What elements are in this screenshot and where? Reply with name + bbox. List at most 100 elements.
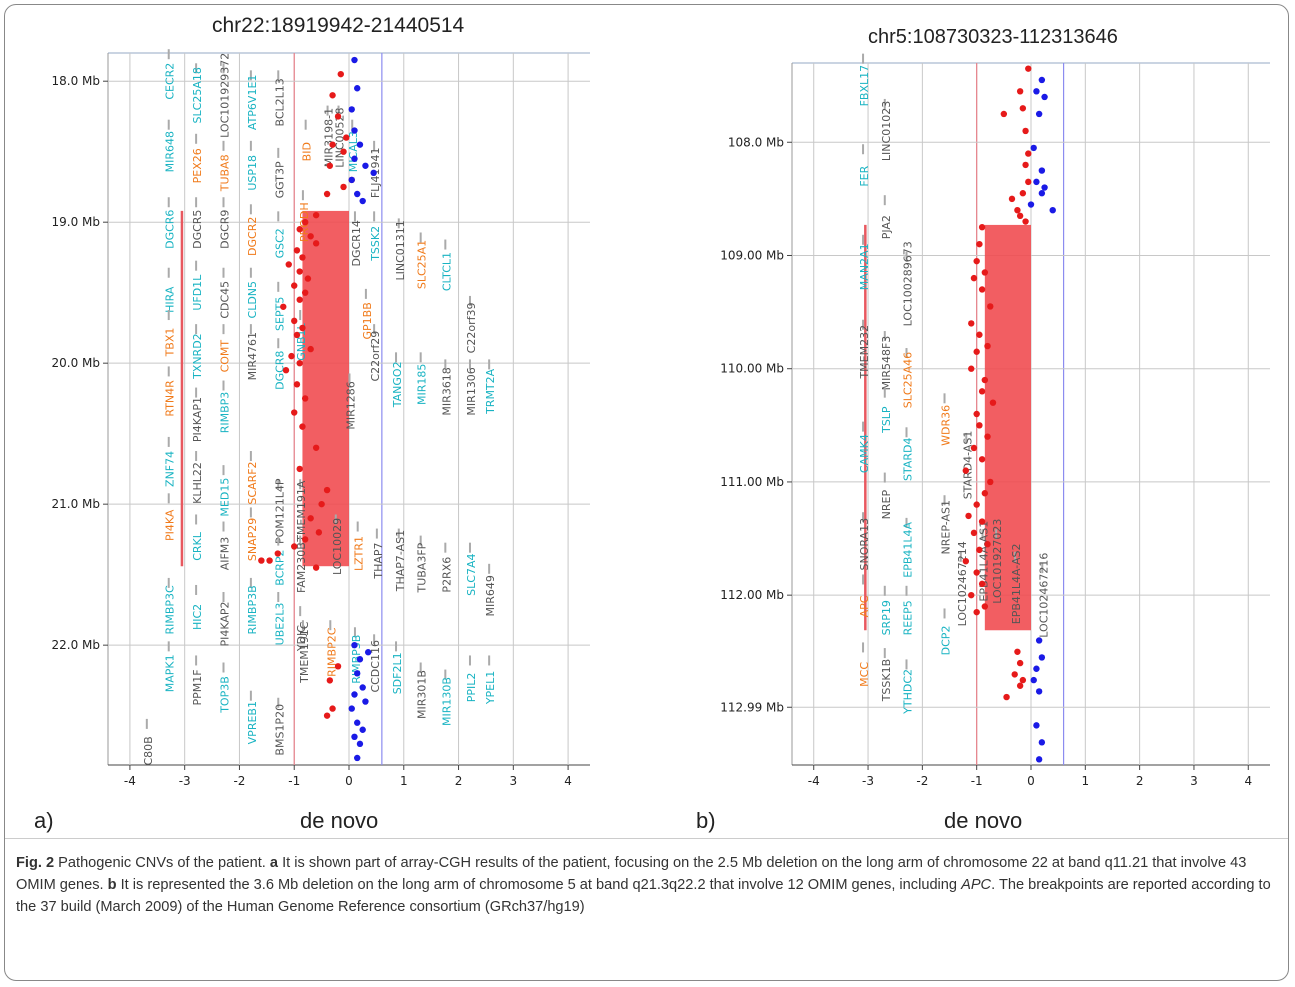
y-tick-label: 112.00 Mb: [720, 588, 784, 602]
gene-marker: [375, 528, 378, 539]
gain-probe-point: [1035, 756, 1043, 763]
gene-label: WDR36: [940, 405, 953, 446]
loss-probe-point: [304, 275, 312, 282]
gene-marker: [222, 521, 225, 532]
loss-probe-point: [1003, 693, 1010, 701]
gene-label: PI4KAP2: [219, 601, 232, 646]
loss-probe-point: [1025, 65, 1032, 72]
gene-label: SLC25A46: [902, 352, 915, 408]
gene-label: TMEM191C: [298, 621, 311, 684]
gene-label: EPB41L4A-AS2: [1010, 543, 1023, 624]
x-tick-label: -3: [862, 774, 874, 788]
gene-marker: [488, 563, 491, 574]
gene-label: SDF2L1: [391, 652, 404, 694]
gene-label: CAMK4: [858, 434, 871, 473]
gene-label: RIMBP2C: [325, 627, 338, 677]
x-tick-label: 0: [345, 774, 353, 788]
caption-text-3: It is represented the 3.6 Mb deletion on…: [116, 877, 962, 893]
gene-label: APC: [858, 595, 871, 617]
loss-probe-point: [340, 148, 347, 155]
gene-marker: [277, 535, 280, 546]
gene-marker: [222, 267, 225, 278]
gene-label: TSSK1B: [880, 659, 893, 702]
gene-label: YTHDC2: [902, 669, 915, 715]
loss-probe-point: [307, 515, 314, 522]
gain-probe-point: [348, 106, 355, 113]
gene-marker: [222, 465, 225, 476]
y-tick-label: 111.00 Mb: [720, 475, 784, 489]
gene-label: SRP19: [880, 600, 893, 635]
gene-label: CRKL: [191, 531, 204, 561]
gene-label: TMEM191A: [295, 480, 308, 543]
gene-label: LOC100289673: [902, 241, 915, 326]
gene-marker: [167, 119, 170, 130]
x-tick-label: -2: [233, 774, 245, 788]
loss-probe-point: [1014, 206, 1021, 214]
gene-marker: [353, 627, 356, 638]
loss-probe-point: [973, 501, 980, 508]
loss-probe-point: [976, 240, 983, 248]
gene-marker: [195, 451, 198, 462]
gene-label: STARD4-AS1: [961, 431, 974, 500]
loss-probe-point: [978, 456, 986, 463]
gene-marker: [397, 218, 400, 229]
gene-marker: [222, 140, 225, 151]
gene-label: C22orf39: [465, 303, 478, 354]
loss-probe-point: [329, 92, 336, 99]
loss-probe-point: [968, 365, 975, 372]
x-tick-label: 2: [455, 774, 463, 788]
loss-probe-point: [984, 433, 991, 440]
gene-label: KLHL22: [191, 462, 204, 504]
panel-b-note: de novo: [944, 808, 1023, 833]
chart-a: -4 -3 -2 -1 0 1 2 3 4 18.0 Mb 19.0 Mb 20.0 Mb 21.0 M…: [51, 49, 590, 788]
gene-marker: [905, 348, 908, 359]
gain-probe-point: [1033, 88, 1040, 95]
gene-marker: [397, 528, 400, 539]
loss-probe-point: [296, 465, 303, 473]
loss-probe-point: [288, 352, 295, 360]
gain-probe-point: [348, 705, 355, 712]
gene-marker: [444, 542, 447, 553]
gene-marker: [222, 380, 225, 391]
gene-label: C22orf29: [369, 331, 382, 382]
gene-label: MIR130B: [440, 677, 453, 726]
x-tick-label: 4: [564, 774, 572, 788]
gene-marker: [905, 251, 908, 262]
loss-probe-point: [334, 663, 342, 670]
gene-label: PI4KA: [164, 509, 177, 541]
loss-probe-point: [291, 409, 298, 416]
gene-marker: [905, 517, 908, 528]
gene-marker: [167, 436, 170, 447]
figure-frame: [4, 4, 1289, 981]
gene-label: EPB41L4A-AS1: [978, 521, 991, 602]
gene-marker: [883, 648, 886, 659]
loss-probe-point: [1016, 659, 1024, 667]
loss-probe-point: [973, 348, 980, 355]
gain-probe-point: [356, 141, 364, 148]
gene-label: FBXL17: [858, 65, 871, 107]
loss-probe-point: [973, 257, 980, 265]
loss-probe-point: [329, 705, 336, 712]
gene-label: DGCR8: [273, 351, 286, 390]
gain-probe-point: [1033, 665, 1040, 672]
loss-probe-point: [299, 324, 306, 332]
caption-text-4: . The breakpoints are reported according…: [16, 877, 1271, 915]
gene-marker: [249, 267, 252, 278]
gene-label: THAP7-AS1: [394, 530, 407, 592]
gene-marker: [277, 592, 280, 603]
gene-label: MIR301B: [416, 670, 429, 719]
gene-marker: [373, 211, 376, 222]
gene-label: CECR2: [164, 63, 177, 100]
loss-probe-point: [984, 541, 991, 548]
gain-probe-point: [351, 155, 358, 162]
loss-probe-point: [1022, 127, 1029, 135]
gene-marker: [337, 105, 340, 116]
gene-label: AIFM3: [219, 537, 232, 571]
gain-probe-point: [1030, 144, 1037, 152]
caption-text-2: It is shown part of array-CGH results of…: [16, 855, 1247, 893]
gain-probe-point: [359, 726, 366, 733]
gain-probe-point: [1035, 110, 1043, 118]
gene-label: EPB41L4A: [902, 522, 915, 578]
gene-marker: [883, 98, 886, 109]
gene-label: SLC25A18: [191, 67, 204, 123]
